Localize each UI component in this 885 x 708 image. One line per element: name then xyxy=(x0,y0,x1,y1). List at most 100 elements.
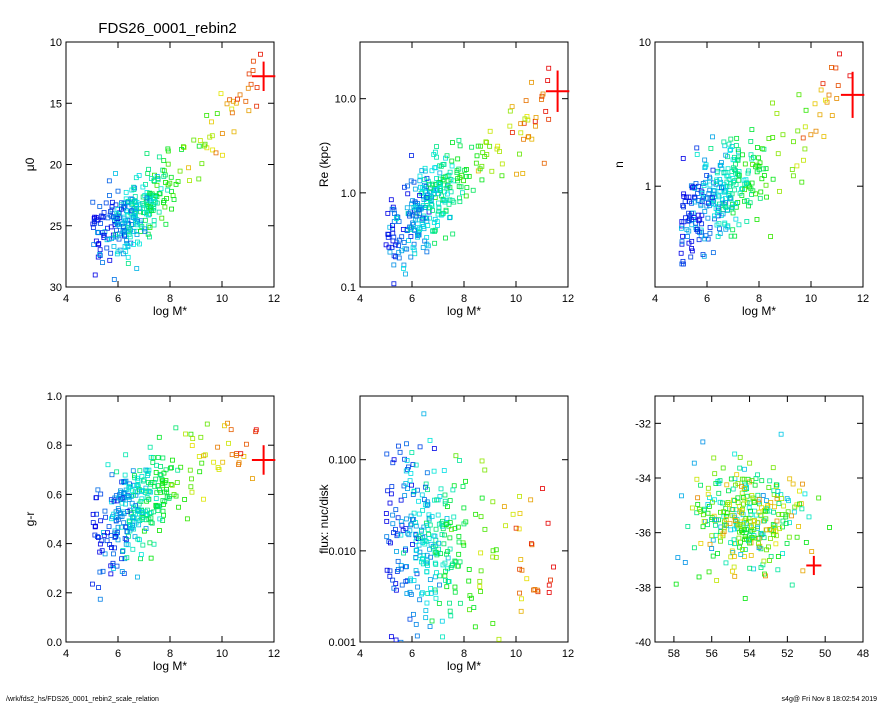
data-point xyxy=(152,172,157,178)
data-point xyxy=(408,513,414,519)
data-point xyxy=(154,490,160,496)
data-point xyxy=(131,242,136,247)
data-point xyxy=(747,565,753,571)
plot-p1: 4 6 8 10 12 10 15 20 25 30 log M* μ0 xyxy=(23,37,280,318)
data-point xyxy=(398,519,404,524)
data-point xyxy=(130,222,136,227)
data-point xyxy=(450,561,456,567)
data-point xyxy=(689,185,695,191)
data-point xyxy=(688,254,694,260)
scatter-points xyxy=(383,411,556,642)
data-point xyxy=(95,534,100,540)
data-point xyxy=(383,242,389,248)
data-point xyxy=(730,210,736,216)
data-point xyxy=(697,216,703,222)
data-point xyxy=(389,245,395,250)
data-point xyxy=(478,143,483,149)
data-point xyxy=(166,495,172,501)
data-point xyxy=(519,567,525,573)
data-point xyxy=(753,191,759,197)
data-point xyxy=(796,524,801,529)
data-point xyxy=(520,171,526,176)
data-point xyxy=(430,208,435,213)
data-point xyxy=(449,158,455,164)
data-point xyxy=(413,523,419,529)
data-point xyxy=(507,108,513,114)
data-point xyxy=(721,509,727,515)
data-point xyxy=(254,85,260,90)
data-point xyxy=(817,112,823,118)
data-point xyxy=(803,107,809,113)
data-point xyxy=(395,515,401,521)
data-point xyxy=(731,497,736,503)
data-point xyxy=(730,486,736,492)
data-point xyxy=(771,525,777,531)
data-point xyxy=(148,510,154,516)
data-point xyxy=(447,600,452,606)
data-point xyxy=(201,453,207,459)
data-point xyxy=(209,119,214,125)
data-point xyxy=(730,176,736,181)
data-point xyxy=(751,527,757,532)
data-point xyxy=(707,187,713,193)
data-point xyxy=(431,152,437,157)
data-point xyxy=(713,522,718,528)
data-point xyxy=(457,600,463,606)
data-point xyxy=(401,240,407,245)
data-point xyxy=(464,174,469,179)
data-point xyxy=(702,179,708,185)
data-point xyxy=(433,526,439,532)
data-point xyxy=(409,450,415,455)
data-point xyxy=(770,176,776,182)
data-point xyxy=(775,567,781,573)
data-point xyxy=(682,560,688,565)
data-point xyxy=(394,216,399,221)
data-point xyxy=(742,596,748,601)
data-point xyxy=(724,501,730,507)
data-point xyxy=(444,521,450,527)
data-point xyxy=(389,206,395,212)
data-point xyxy=(114,234,120,240)
x-tick-label: 4 xyxy=(63,293,69,305)
data-point xyxy=(796,92,802,98)
data-point xyxy=(786,534,792,540)
data-point xyxy=(407,616,413,622)
data-point xyxy=(93,523,98,529)
data-point xyxy=(429,514,435,520)
y-tick-label: -36 xyxy=(635,528,651,540)
data-point xyxy=(119,479,125,485)
data-point xyxy=(723,513,729,519)
data-point xyxy=(431,446,437,451)
data-point xyxy=(447,520,453,525)
data-point xyxy=(495,143,501,149)
data-point xyxy=(405,183,410,189)
figure-title: FDS26_0001_rebin2 xyxy=(98,20,237,37)
data-point xyxy=(761,518,767,524)
data-point xyxy=(413,568,419,574)
data-point xyxy=(94,511,99,517)
data-point xyxy=(466,578,472,584)
data-point xyxy=(433,595,439,601)
data-point xyxy=(146,516,152,522)
data-point xyxy=(759,146,765,152)
data-point xyxy=(700,512,706,518)
x-tick-label: 8 xyxy=(167,293,173,305)
data-point xyxy=(168,174,174,180)
data-point xyxy=(517,511,523,516)
data-point xyxy=(422,165,428,171)
data-point xyxy=(473,160,479,166)
data-point xyxy=(201,143,207,149)
data-point xyxy=(128,227,134,233)
y-tick-label: 0.010 xyxy=(328,546,356,558)
x-tick-label: 12 xyxy=(857,293,869,305)
data-point xyxy=(250,68,256,73)
data-point xyxy=(729,513,735,519)
data-point xyxy=(723,517,729,522)
data-point xyxy=(421,411,427,417)
y-tick-label: 25 xyxy=(50,221,62,233)
data-point xyxy=(723,187,729,193)
data-point xyxy=(437,181,442,187)
data-point xyxy=(141,477,147,483)
data-point xyxy=(429,168,435,174)
